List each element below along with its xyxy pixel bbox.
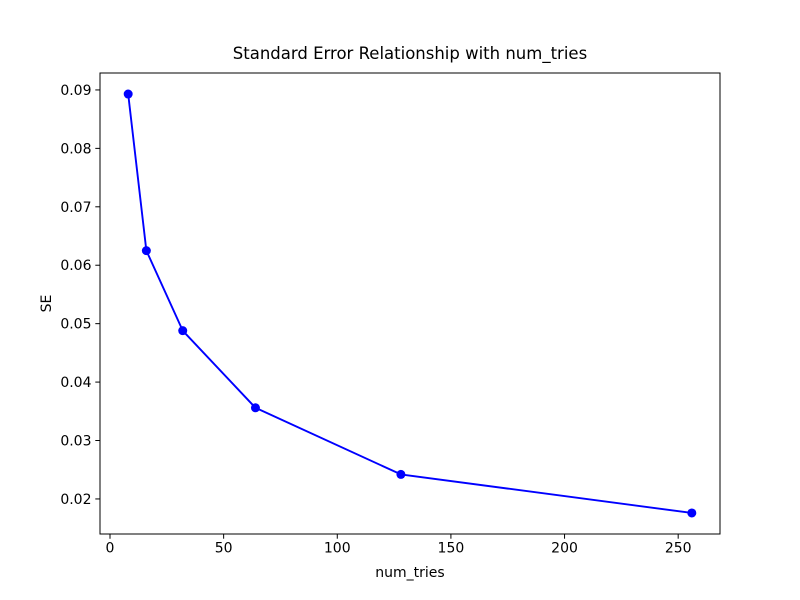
y-tick-label: 0.02 [60,492,91,508]
x-axis-label: num_tries [375,565,444,581]
plot-area [100,73,720,534]
x-tick-label: 200 [551,541,578,557]
chart-title: Standard Error Relationship with num_tri… [233,44,587,64]
plot-spines [99,72,721,535]
y-tick-label: 0.05 [60,317,91,333]
data-point [250,403,260,413]
y-axis-label: SE [39,295,55,313]
data-point [396,469,406,479]
y-tick-label: 0.03 [60,434,91,450]
y-tick-label: 0.09 [60,83,91,99]
x-tick-label: 150 [438,541,465,557]
y-tick-label: 0.04 [60,375,91,391]
data-point [123,89,133,99]
y-tick-label: 0.08 [60,141,91,157]
data-point [178,326,188,336]
data-point [141,246,151,256]
data-line [127,93,693,514]
x-tick-label: 0 [106,541,115,557]
y-tick-label: 0.07 [60,200,91,216]
x-tick-label: 250 [665,541,692,557]
data-point [687,508,697,518]
x-tick-label: 50 [215,541,233,557]
x-tick-label: 100 [324,541,351,557]
y-tick-label: 0.06 [60,258,91,274]
